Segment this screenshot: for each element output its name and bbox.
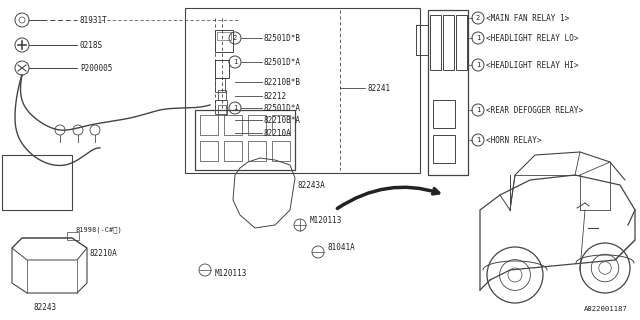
- Text: 81931T: 81931T: [80, 15, 108, 25]
- Bar: [443, 15, 454, 70]
- Text: 1: 1: [233, 59, 237, 65]
- Circle shape: [500, 260, 531, 291]
- Text: 82243A: 82243A: [298, 180, 326, 189]
- Text: 82212: 82212: [264, 92, 287, 100]
- Text: M120113: M120113: [310, 215, 342, 225]
- Text: 82210A: 82210A: [90, 249, 118, 258]
- Bar: [215, 78, 225, 92]
- Text: 1: 1: [476, 107, 480, 113]
- Bar: [456, 15, 467, 70]
- Text: 82501D*A: 82501D*A: [264, 58, 301, 67]
- Circle shape: [487, 247, 543, 303]
- Bar: [2, 155, 72, 210]
- Circle shape: [591, 254, 619, 282]
- Text: 1: 1: [476, 35, 480, 41]
- Text: 2: 2: [233, 35, 237, 41]
- Text: 1: 1: [233, 105, 237, 111]
- Text: <HORN RELAY>: <HORN RELAY>: [486, 135, 541, 145]
- Bar: [433, 100, 455, 128]
- Bar: [272, 115, 290, 135]
- Bar: [428, 10, 468, 175]
- Bar: [67, 232, 79, 240]
- Bar: [185, 8, 420, 173]
- Text: 2: 2: [476, 15, 480, 21]
- Text: <HEADLIGHT RELAY HI>: <HEADLIGHT RELAY HI>: [486, 60, 579, 69]
- Bar: [433, 135, 455, 163]
- Bar: [248, 141, 266, 161]
- Bar: [215, 30, 233, 52]
- Bar: [218, 105, 226, 115]
- Bar: [248, 115, 266, 135]
- Bar: [224, 141, 242, 161]
- Bar: [430, 15, 441, 70]
- Bar: [200, 141, 218, 161]
- Text: 82210B*A: 82210B*A: [264, 116, 301, 124]
- Bar: [224, 115, 242, 135]
- Text: P200005: P200005: [80, 63, 113, 73]
- Text: 82243: 82243: [34, 303, 57, 313]
- Bar: [218, 90, 226, 100]
- Text: 82210B*B: 82210B*B: [264, 77, 301, 86]
- Bar: [195, 110, 295, 170]
- Bar: [272, 141, 290, 161]
- Bar: [215, 100, 227, 114]
- Circle shape: [580, 243, 630, 293]
- Text: 82501D*B: 82501D*B: [264, 34, 301, 43]
- Text: 81041A: 81041A: [328, 243, 356, 252]
- Text: 81998(-C#动): 81998(-C#动): [75, 227, 122, 233]
- Text: 82501D*A: 82501D*A: [264, 103, 301, 113]
- Bar: [217, 32, 231, 40]
- Text: 1: 1: [476, 62, 480, 68]
- Bar: [200, 115, 218, 135]
- Text: <REAR DEFOGGER RELAY>: <REAR DEFOGGER RELAY>: [486, 106, 583, 115]
- Text: A822001187: A822001187: [584, 306, 628, 312]
- Text: 1: 1: [476, 137, 480, 143]
- Text: <HEADLIGHT RELAY LO>: <HEADLIGHT RELAY LO>: [486, 34, 579, 43]
- Text: 82210A: 82210A: [264, 129, 292, 138]
- Bar: [215, 60, 229, 78]
- Text: M120113: M120113: [215, 269, 248, 278]
- Text: 82241: 82241: [367, 84, 390, 92]
- Text: <MAIN FAN RELAY 1>: <MAIN FAN RELAY 1>: [486, 13, 569, 22]
- Text: 0218S: 0218S: [80, 41, 103, 50]
